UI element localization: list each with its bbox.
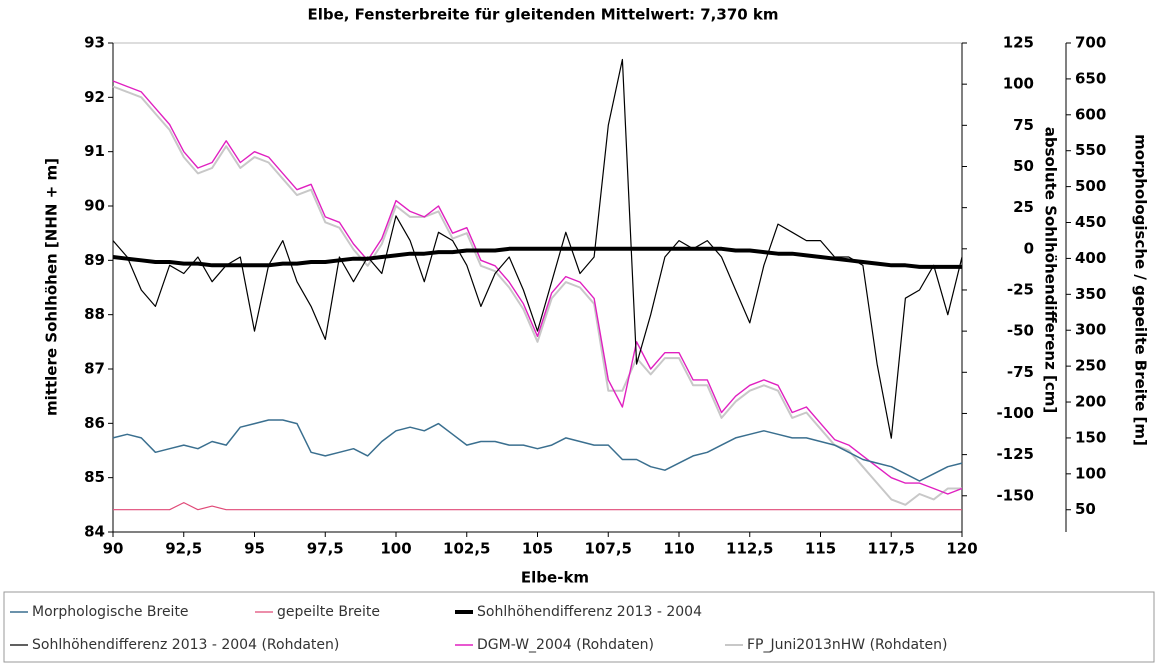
y-tick-label: 91: [84, 142, 105, 160]
x-tick-label: 100: [380, 540, 411, 558]
y2-tick-label: -150: [996, 486, 1034, 504]
chart-title: Elbe, Fensterbreite für gleitenden Mitte…: [307, 6, 778, 24]
x-tick-label: 110: [663, 540, 694, 558]
y3-axis-label: morphologische / gepeilte Breite [m]: [1132, 134, 1150, 446]
x-tick-label: 95: [244, 540, 265, 558]
y-tick-label: 88: [84, 305, 105, 323]
series-line: [112, 419, 963, 482]
legend-label: FP_Juni2013nHW (Rohdaten): [747, 637, 947, 653]
y-tick-label: 92: [84, 88, 105, 106]
y2-axis-label: absolute Sohlhöhendifferenz [cm]: [1042, 127, 1060, 414]
x-tick-label: 115: [805, 540, 836, 558]
x-tick-label: 92,5: [165, 540, 202, 558]
x-tick-label: 105: [522, 540, 553, 558]
y3-tick-label: 450: [1075, 213, 1106, 231]
y2-tick-label: 0: [1024, 239, 1034, 257]
legend-box: [3, 591, 1155, 663]
x-tick-label: 112,5: [726, 540, 773, 558]
x-tick-label: 97,5: [307, 540, 344, 558]
y3-tick-label: 300: [1075, 321, 1106, 339]
y2-tick-label: -100: [996, 404, 1034, 422]
y3-tick-label: 600: [1075, 105, 1106, 123]
y3-tick-label: 400: [1075, 249, 1106, 267]
series-line: [112, 85, 962, 506]
series-line: [112, 58, 963, 439]
y-tick-label: 87: [84, 360, 105, 378]
legend-label: gepeilte Breite: [277, 604, 380, 620]
y2-tick-label: 100: [1003, 75, 1034, 93]
y3-tick-label: 50: [1075, 500, 1096, 518]
y3-tick-label: 100: [1075, 464, 1106, 482]
x-tick-label: 102,5: [443, 540, 490, 558]
x-axis-label: Elbe-km: [521, 569, 589, 587]
y-tick-label: 85: [84, 468, 105, 486]
x-tick-label: 120: [946, 540, 977, 558]
y-tick-label: 84: [84, 523, 105, 541]
y-tick-label: 93: [84, 34, 105, 52]
y2-tick-label: -125: [996, 445, 1034, 463]
y2-tick-label: 25: [1013, 198, 1034, 216]
y3-tick-label: 550: [1075, 141, 1106, 159]
y3-tick-label: 700: [1075, 34, 1106, 52]
legend-label: DGM-W_2004 (Rohdaten): [477, 637, 654, 653]
y-axis-label: mittlere Sohlhöhen [NHN + m]: [43, 158, 61, 416]
y3-tick-label: 500: [1075, 177, 1106, 195]
y-tick-label: 86: [84, 414, 105, 432]
y3-tick-label: 650: [1075, 69, 1106, 87]
y-tick-label: 90: [84, 197, 105, 215]
legend-label: Sohlhöhendifferenz 2013 - 2004 (Rohdaten…: [32, 637, 339, 653]
y3-tick-label: 200: [1075, 393, 1106, 411]
y2-tick-label: 50: [1013, 157, 1034, 175]
x-tick-label: 117,5: [868, 540, 915, 558]
y2-tick-label: -75: [1007, 363, 1034, 381]
x-tick-label: 90: [103, 540, 124, 558]
y3-tick-label: 350: [1075, 285, 1106, 303]
y2-tick-label: -50: [1007, 322, 1034, 340]
legend-label: Morphologische Breite: [32, 604, 189, 620]
y3-tick-label: 250: [1075, 357, 1106, 375]
y2-tick-label: 125: [1003, 34, 1034, 52]
series-line: [113, 502, 962, 511]
series-line: [112, 246, 962, 269]
y2-tick-label: -25: [1007, 280, 1034, 298]
series-line: [112, 80, 963, 495]
y2-tick-label: 75: [1013, 116, 1034, 134]
y3-tick-label: 150: [1075, 428, 1106, 446]
x-tick-label: 107,5: [585, 540, 632, 558]
y-tick-label: 89: [84, 251, 105, 269]
legend-label: Sohlhöhendifferenz 2013 - 2004: [477, 604, 702, 620]
